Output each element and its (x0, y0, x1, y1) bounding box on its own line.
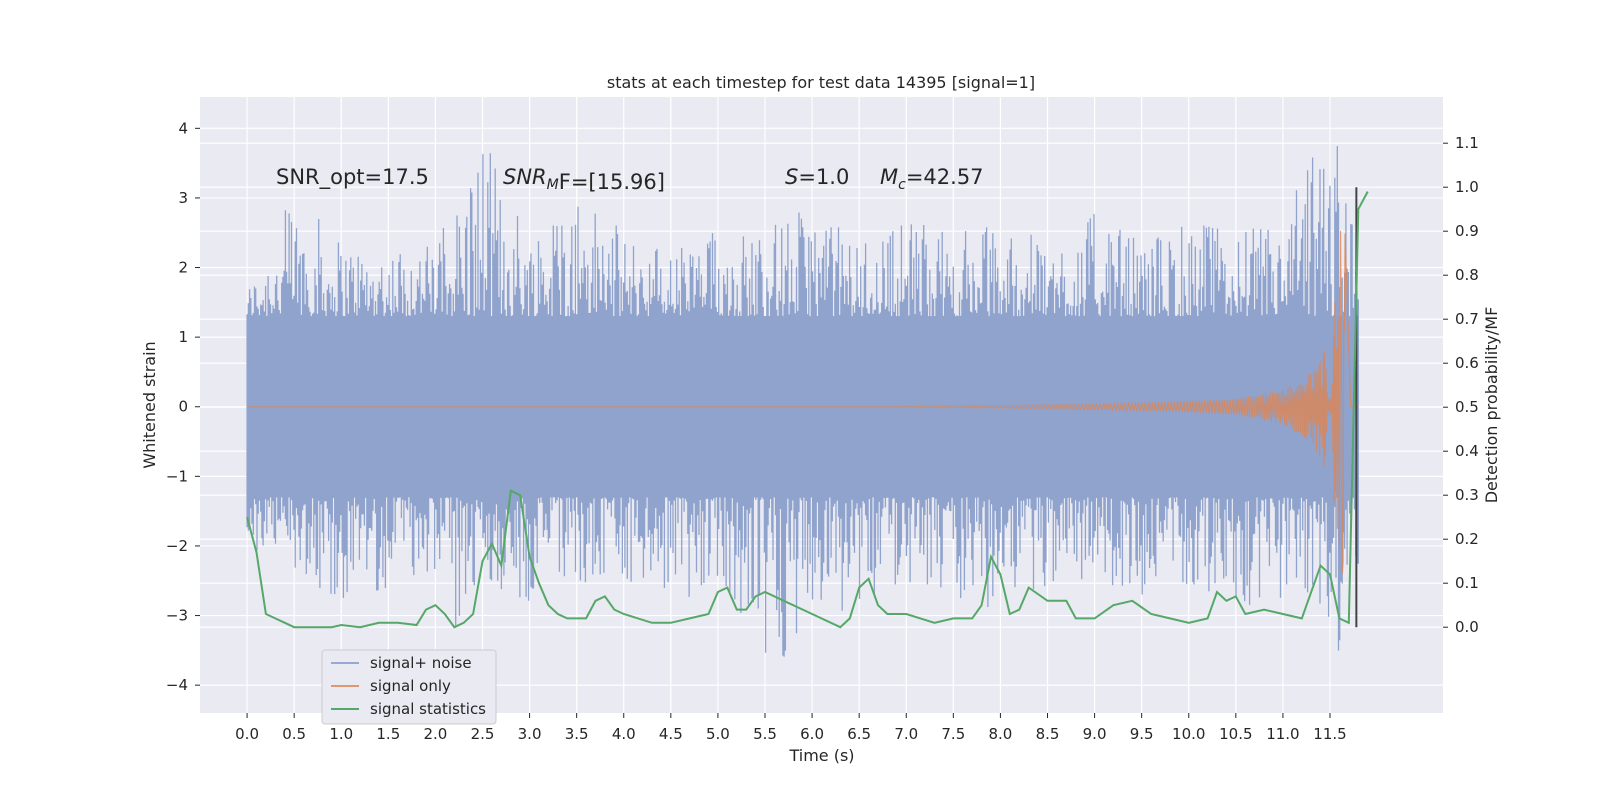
snr-mf-sub: M (547, 177, 559, 193)
x-tick-label: 8.0 (988, 725, 1012, 743)
x-tick-label: 9.5 (1130, 725, 1154, 743)
x-tick-label: 0.5 (282, 725, 306, 743)
y-axis-label: Whitened strain (140, 341, 159, 468)
y-tick-label: −4 (166, 676, 188, 694)
x-tick-label: 5.0 (706, 725, 730, 743)
s-main: S (785, 165, 798, 189)
x-tick-label: 5.5 (753, 725, 777, 743)
s-rest: =1.0 (798, 165, 849, 189)
y-tick-label: 1 (178, 328, 188, 346)
y-tick-label: −2 (166, 537, 188, 555)
x-tick-label: 10.5 (1219, 725, 1252, 743)
y-tick-label: 4 (178, 119, 188, 137)
y2-axis-label: Detection probability/MF (1482, 307, 1501, 504)
x-axis-label: Time (s) (788, 746, 854, 765)
x-tick-label: 7.0 (894, 725, 918, 743)
y-tick-label: 0 (178, 398, 188, 416)
legend-label-stats: signal statistics (370, 700, 486, 718)
snr-mf-main: SNR (503, 165, 547, 189)
mc-sub: c (898, 177, 906, 193)
x-tick-label: 2.5 (471, 725, 495, 743)
x-tick-label: 11.5 (1313, 725, 1346, 743)
y2-tick-label: 0.8 (1455, 266, 1479, 284)
y2-tick-label: 0.7 (1455, 310, 1479, 328)
snr-mf-annotation: SNRMF=[15.96] (503, 165, 665, 194)
y2-tick-label: 0.6 (1455, 354, 1479, 372)
legend-label-signal: signal only (370, 677, 451, 695)
y2-tick-label: 0.1 (1455, 574, 1479, 592)
snr-mf-rest: F=[15.96] (559, 170, 665, 194)
legend-label-noise: signal+ noise (370, 654, 472, 672)
x-tick-label: 8.5 (1036, 725, 1060, 743)
y2-tick-labels: 1.1 1.0 0.9 0.8 0.7 0.6 0.5 0.4 0.3 0.2 0.1 0.0 (1443, 134, 1479, 636)
x-tick-label: 0.0 (235, 725, 259, 743)
mc-main: M (880, 165, 898, 189)
legend: signal+ noise signal only signal statist… (321, 649, 497, 725)
y2-tick-label: 0.4 (1455, 442, 1479, 460)
x-tick-label: 3.0 (518, 725, 542, 743)
x-tick-label: 6.5 (847, 725, 871, 743)
y-tick-label: −1 (166, 467, 188, 485)
mc-annotation: Mc=42.57 (880, 165, 984, 193)
statistics-line (246, 191, 1369, 629)
y2-tick-label: 0.3 (1455, 486, 1479, 504)
x-tick-label: 7.5 (941, 725, 965, 743)
x-tick-label: 4.0 (612, 725, 636, 743)
x-tick-label: 3.5 (565, 725, 589, 743)
y2-tick-label: 1.1 (1455, 134, 1479, 152)
s-annotation: S=1.0 (785, 165, 849, 189)
x-tick-labels: 0.0 0.5 1.0 1.5 2.0 2.5 3.0 3.5 4.0 4.5 5.0 5.5 6.0 6… (235, 713, 1347, 743)
mc-rest: =42.57 (906, 165, 984, 189)
x-tick-label: 2.0 (423, 725, 447, 743)
x-tick-label: 6.0 (800, 725, 824, 743)
y-tick-label: −3 (166, 607, 188, 625)
snr-opt-annotation: SNR_opt=17.5 (276, 165, 429, 190)
y2-tick-label: 0.0 (1455, 618, 1479, 636)
y-tick-labels: 4 3 2 1 0 −1 −2 −3 −4 (166, 119, 200, 694)
x-tick-label: 9.0 (1083, 725, 1107, 743)
y-tick-label: 3 (178, 189, 188, 207)
y2-tick-label: 1.0 (1455, 178, 1479, 196)
x-tick-label: 4.5 (659, 725, 683, 743)
x-tick-label: 10.0 (1172, 725, 1205, 743)
y2-tick-label: 0.9 (1455, 222, 1479, 240)
chart-title: stats at each timestep for test data 143… (607, 73, 1035, 92)
x-tick-label: 1.0 (329, 725, 353, 743)
y2-tick-label: 0.2 (1455, 530, 1479, 548)
signal-statistics-series (246, 191, 1369, 629)
y2-tick-label: 0.5 (1455, 398, 1479, 416)
x-tick-label: 11.0 (1266, 725, 1299, 743)
legend-box (321, 649, 497, 725)
y-tick-label: 2 (178, 259, 188, 277)
x-tick-label: 1.5 (376, 725, 400, 743)
